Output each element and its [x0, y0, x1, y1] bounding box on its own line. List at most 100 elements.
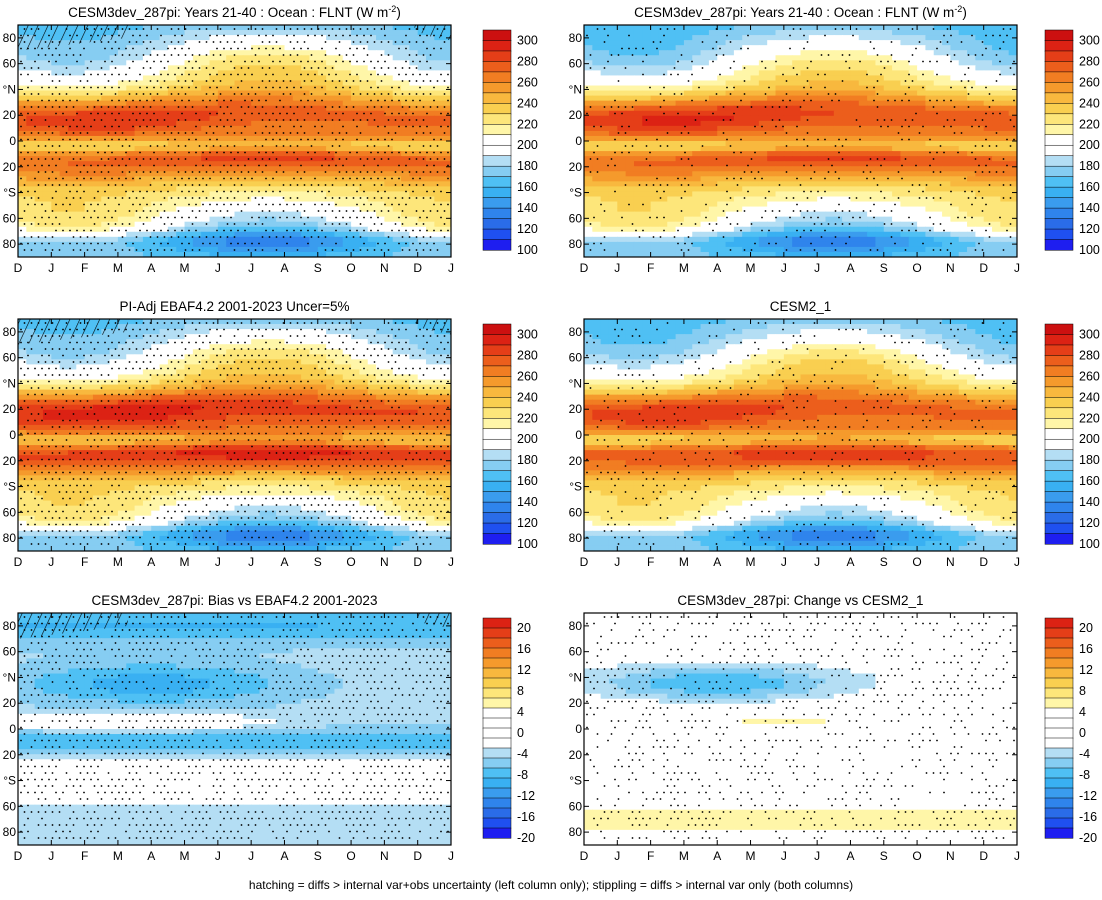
heatmap-cell	[101, 65, 110, 71]
heatmap-cell	[767, 111, 776, 117]
stipple-dot	[423, 223, 425, 225]
stipple-dot	[52, 158, 54, 160]
stipple-dot	[230, 100, 232, 102]
heatmap-cell	[376, 30, 385, 36]
stipple-dot	[202, 243, 204, 245]
heatmap-cell	[151, 40, 160, 46]
heatmap-cell	[301, 25, 310, 31]
stipple-dot	[83, 48, 85, 50]
heatmap-cell	[726, 50, 735, 56]
x-tick-label: J	[448, 261, 454, 275]
heatmap-cell	[734, 86, 743, 92]
heatmap-cell	[717, 45, 726, 51]
heatmap-cell	[259, 186, 268, 192]
heatmap-cell	[368, 75, 377, 81]
stipple-dot	[76, 178, 78, 180]
heatmap-cell	[326, 65, 335, 71]
heatmap-cell	[293, 70, 302, 76]
heatmap-cell	[359, 86, 368, 92]
heatmap-cell	[101, 96, 110, 102]
stipple-dot	[255, 158, 257, 160]
stipple-dot	[230, 204, 232, 206]
heatmap-cell	[601, 25, 610, 31]
heatmap-cell	[892, 60, 901, 66]
colorbar-label: 140	[517, 201, 538, 215]
stipple-dot	[381, 223, 383, 225]
stipple-dot	[220, 54, 222, 56]
stipple-dot	[423, 145, 425, 147]
heatmap-cell	[701, 70, 710, 76]
heatmap-cell	[135, 222, 144, 228]
heatmap-cell	[368, 191, 377, 197]
stipple-dot	[367, 80, 369, 82]
stipple-dot	[293, 230, 295, 232]
stipple-dot	[388, 249, 390, 251]
heatmap-cell	[43, 116, 52, 122]
heatmap-cell	[967, 111, 976, 117]
heatmap-cell	[135, 217, 144, 223]
heatmap-cell	[193, 171, 202, 177]
heatmap-cell	[193, 166, 202, 172]
heatmap-cell	[809, 116, 818, 122]
stipple-dot	[262, 210, 264, 212]
heatmap-cell	[193, 176, 202, 182]
stipple-dot	[290, 41, 292, 43]
heatmap-cell	[176, 166, 185, 172]
stipple-dot	[164, 249, 166, 251]
heatmap-cell	[867, 60, 876, 66]
heatmap-cell	[609, 40, 618, 46]
stipple-dot	[335, 87, 337, 89]
stipple-dot	[356, 61, 358, 63]
heatmap-cell	[684, 91, 693, 97]
heatmap-cell	[850, 65, 859, 71]
heatmap-cell	[884, 40, 893, 46]
heatmap-cell	[18, 55, 27, 61]
heatmap-cell	[984, 96, 993, 102]
heatmap-cell	[193, 80, 202, 86]
heatmap-cell	[376, 242, 385, 248]
stipple-dot	[262, 67, 264, 69]
stipple-dot	[73, 132, 75, 134]
stipple-dot	[136, 54, 138, 56]
stipple-dot	[258, 87, 260, 89]
heatmap-cell	[626, 101, 635, 107]
stipple-dot	[342, 61, 344, 63]
stipple-dot	[332, 132, 334, 134]
heatmap-cell	[834, 30, 843, 36]
stipple-dot	[34, 126, 36, 128]
stipple-dot	[440, 126, 442, 128]
heatmap-cell	[68, 242, 77, 248]
heatmap-cell	[634, 116, 643, 122]
heatmap-cell	[592, 45, 601, 51]
stipple-dot	[265, 87, 267, 89]
stipple-dot	[412, 178, 414, 180]
heatmap-cell	[592, 96, 601, 102]
stipple-dot	[447, 165, 449, 167]
heatmap-cell	[634, 25, 643, 31]
heatmap-cell	[359, 126, 368, 132]
heatmap-cell	[26, 116, 35, 122]
stipple-dot	[101, 67, 103, 69]
heatmap-cell	[168, 116, 177, 122]
stipple-dot	[223, 74, 225, 76]
heatmap-cell	[376, 156, 385, 162]
heatmap-cell	[751, 35, 760, 41]
heatmap-cell	[193, 207, 202, 213]
heatmap-cell	[176, 126, 185, 132]
heatmap-cell	[351, 237, 360, 243]
heatmap-cell	[284, 131, 293, 137]
stipple-dot	[377, 165, 379, 167]
heatmap-cell	[742, 25, 751, 31]
heatmap-cell	[376, 237, 385, 243]
stipple-dot	[426, 243, 428, 245]
heatmap-cell	[276, 35, 285, 41]
heatmap-cell	[626, 75, 635, 81]
heatmap-cell	[318, 176, 327, 182]
heatmap-cell	[401, 86, 410, 92]
heatmap-cell	[368, 186, 377, 192]
heatmap-cell	[101, 136, 110, 142]
heatmap-cell	[601, 70, 610, 76]
heatmap-cell	[742, 70, 751, 76]
heatmap-cell	[409, 202, 418, 208]
heatmap-cell	[434, 55, 443, 61]
